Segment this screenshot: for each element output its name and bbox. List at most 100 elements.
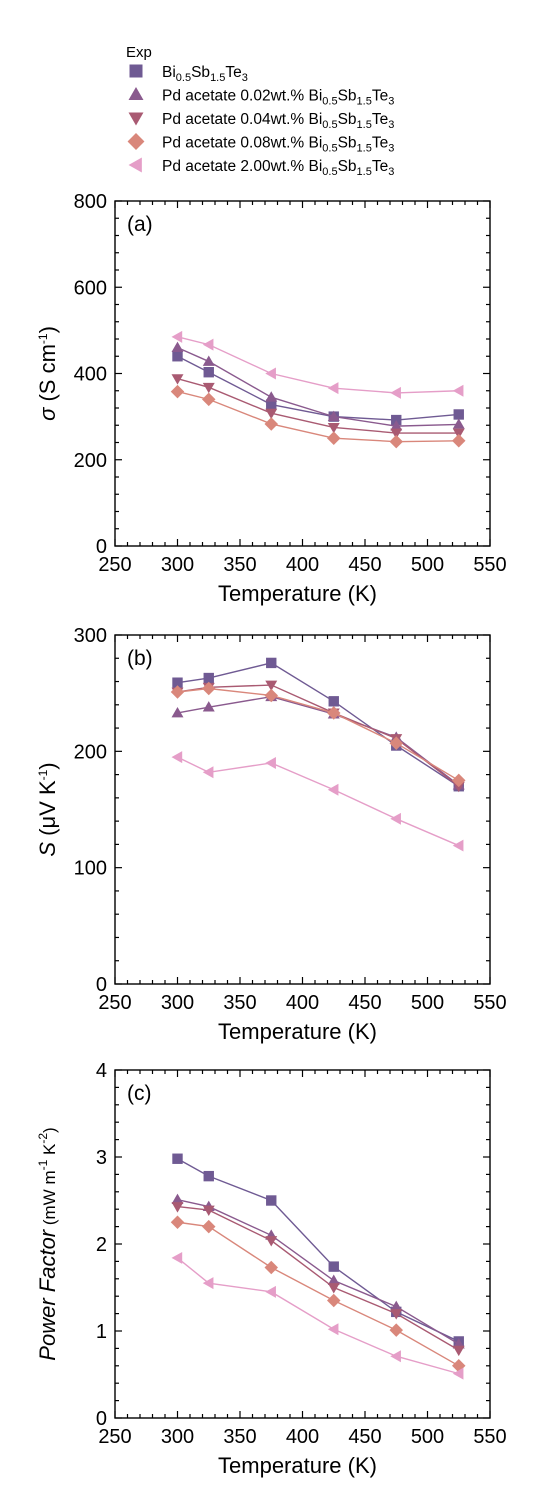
series-line-pd200 — [177, 756, 460, 847]
plot-frame — [114, 200, 491, 547]
data-point-pd008 — [264, 1260, 279, 1275]
data-point-pd008 — [451, 434, 466, 448]
data-point-pd002 — [327, 1274, 340, 1285]
legend-label-pd004: Pd acetate 0.04wt.% Bi0.5Sb1.5Te3 — [162, 111, 394, 131]
data-point-pd002 — [327, 410, 340, 422]
series-pd008 — [170, 1215, 466, 1373]
data-point-pd008 — [170, 1215, 185, 1230]
legend-entry-pd002: Pd acetate 0.02wt.% Bi0.5Sb1.5Te3 — [128, 87, 394, 108]
x-tick-label: 300 — [161, 992, 194, 1014]
data-point-pd008 — [326, 1293, 341, 1308]
data-point-pd008 — [201, 681, 216, 696]
x-tick-label: 500 — [411, 554, 444, 576]
legend-marker-pd008 — [127, 133, 145, 150]
x-tick-label: 450 — [348, 554, 381, 576]
series-line-pd004 — [177, 1205, 460, 1351]
data-point-pd200 — [327, 382, 339, 395]
data-point-bst — [172, 677, 183, 688]
data-point-bst — [172, 1153, 183, 1164]
data-point-bst — [453, 409, 464, 420]
panel-label: (c) — [127, 1082, 152, 1105]
series-line-pd002 — [177, 695, 460, 786]
data-point-pd002 — [390, 1300, 403, 1312]
series-pd200 — [171, 1251, 464, 1380]
y-tick-label: 100 — [74, 858, 107, 880]
y-tick-label: 0 — [96, 974, 107, 996]
legend-label-pd002: Pd acetate 0.02wt.% Bi0.5Sb1.5Te3 — [162, 88, 394, 108]
panel-c: 250 300 350 400 450 500 550 0 1 2 3 4 (c) Temperature… — [35, 1060, 507, 1478]
data-point-pd200 — [390, 1350, 401, 1363]
series-line-pd200 — [177, 336, 459, 394]
series-line-bst — [177, 355, 459, 421]
data-point-bst — [328, 1261, 339, 1272]
data-point-pd008 — [326, 706, 341, 720]
data-point-pd200 — [327, 783, 339, 796]
y-axis-title: S (μV K-1) — [35, 762, 60, 856]
data-point-pd200 — [452, 839, 464, 852]
x-tick-label: 300 — [161, 554, 194, 576]
plot-frame — [114, 1069, 491, 1419]
series-line-pd008 — [177, 1221, 460, 1367]
data-point-bst — [266, 399, 277, 410]
data-point-pd008 — [389, 1323, 404, 1337]
data-point-pd008 — [201, 392, 216, 407]
data-point-pd200 — [171, 1251, 183, 1264]
legend-marker-pd004 — [128, 112, 144, 126]
data-point-bst — [203, 1170, 214, 1182]
data-point-bst — [266, 1195, 277, 1206]
data-point-bst — [203, 367, 214, 378]
data-point-pd008 — [389, 736, 404, 750]
panels: 250 300 350 400 450 500 5500200400600800(a)Tem… — [35, 191, 507, 1478]
legend-entry-pd008: Pd acetate 0.08wt.% Bi0.5Sb1.5Te3 — [127, 133, 394, 155]
x-axis-title: Temperature (K) — [218, 1019, 377, 1044]
data-point-pd004 — [452, 428, 465, 439]
y-tick-label: 4 — [96, 1060, 107, 1082]
data-point-pd200 — [327, 1323, 339, 1336]
data-point-pd008 — [201, 1219, 216, 1234]
series-pd008 — [170, 384, 466, 449]
data-point-pd004 — [390, 1309, 403, 1320]
data-point-pd200 — [265, 367, 276, 380]
x-tick-label: 300 — [161, 1426, 194, 1448]
data-point-pd200 — [202, 1277, 214, 1290]
x-tick-label: 400 — [286, 554, 319, 576]
data-point-pd008 — [170, 384, 185, 399]
series-line-pd002 — [177, 1198, 460, 1345]
series-line-bst — [177, 662, 460, 787]
y-tick-label: 300 — [74, 625, 107, 647]
y-tick-label: 2 — [96, 1234, 107, 1256]
x-tick-label: 450 — [348, 1426, 381, 1448]
data-point-pd200 — [202, 338, 214, 351]
data-point-pd002 — [390, 420, 403, 431]
data-point-bst — [203, 672, 214, 684]
y-axis-title: Power Factor (mW m-1 K-2) — [35, 1127, 60, 1360]
series-pd004 — [171, 374, 465, 439]
data-point-pd004 — [327, 422, 340, 434]
data-point-pd004 — [202, 382, 215, 394]
series-pd200 — [171, 330, 464, 399]
series-line-pd200 — [177, 1257, 459, 1375]
x-tick-label: 550 — [473, 1426, 506, 1448]
data-point-pd200 — [452, 1367, 464, 1380]
series-line-pd002 — [177, 346, 459, 427]
y-tick-label: 200 — [74, 450, 107, 472]
legend-label-pd008: Pd acetate 0.08wt.% Bi0.5Sb1.5Te3 — [162, 135, 394, 155]
legend-marker-pd002 — [128, 87, 144, 101]
data-point-pd002 — [171, 341, 184, 353]
x-axis-title: Temperature (K) — [218, 1453, 377, 1478]
y-axis-title: σ (S cm-1) — [35, 326, 60, 421]
x-tick-label: 400 — [286, 1426, 319, 1448]
legend-label-bst: Bi0.5Sb1.5Te3 — [162, 64, 248, 84]
x-tick-label: 500 — [411, 1426, 444, 1448]
data-point-pd004 — [327, 1283, 340, 1294]
series-pd004 — [171, 680, 465, 793]
legend-label-pd200: Pd acetate 2.00wt.% Bi0.5Sb1.5Te3 — [162, 158, 394, 178]
series-line-bst — [177, 1158, 460, 1343]
data-point-pd200 — [171, 751, 183, 764]
legend: Exp Bi0.5Sb1.5Te3 Pd acetate 0.02wt.% Bi0… — [126, 44, 394, 178]
legend-entry-pd200: Pd acetate 2.00wt.% Bi0.5Sb1.5Te3 — [128, 157, 394, 178]
data-point-pd004 — [171, 374, 184, 385]
series-pd002 — [171, 341, 465, 431]
x-tick-label: 550 — [473, 554, 506, 576]
x-tick-label: 400 — [286, 992, 319, 1014]
